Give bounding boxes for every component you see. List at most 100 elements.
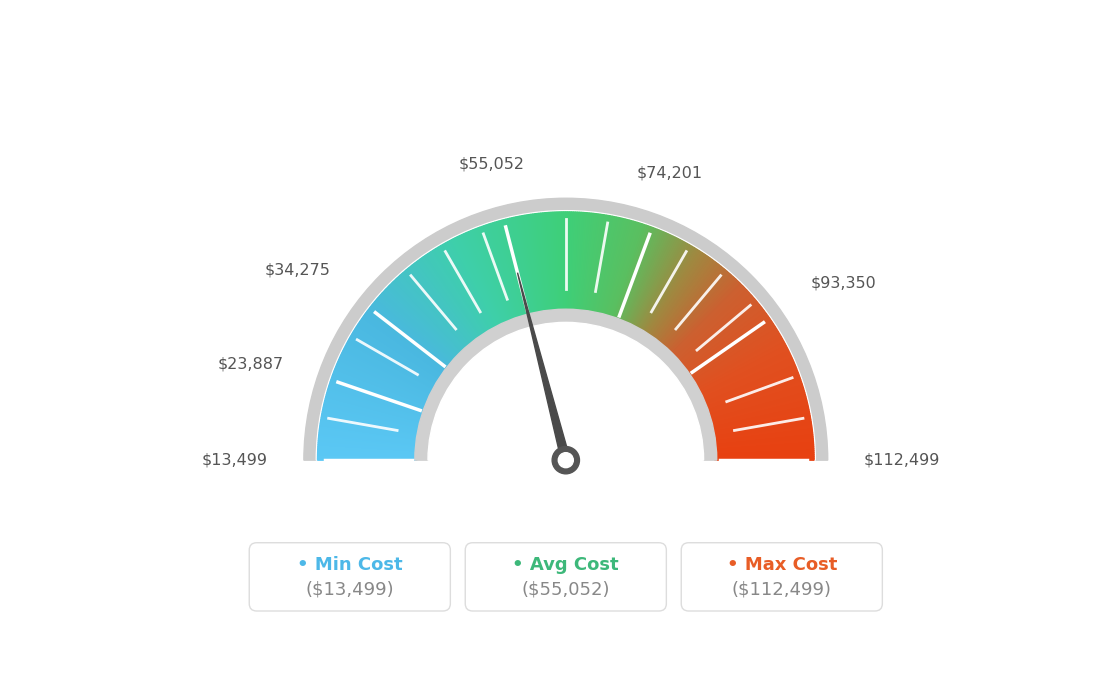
Wedge shape — [617, 227, 654, 321]
Wedge shape — [640, 246, 692, 332]
Wedge shape — [340, 355, 431, 398]
Wedge shape — [350, 335, 437, 386]
Wedge shape — [699, 348, 788, 393]
Wedge shape — [664, 273, 730, 348]
Wedge shape — [701, 358, 793, 400]
Wedge shape — [506, 219, 531, 315]
Wedge shape — [322, 408, 421, 430]
Wedge shape — [445, 243, 493, 331]
Wedge shape — [704, 367, 797, 405]
Wedge shape — [343, 349, 433, 395]
Wedge shape — [338, 359, 429, 401]
Wedge shape — [669, 281, 739, 353]
Wedge shape — [691, 326, 775, 380]
Wedge shape — [710, 400, 807, 426]
Wedge shape — [655, 260, 715, 341]
Wedge shape — [323, 406, 421, 428]
Wedge shape — [443, 244, 493, 331]
Text: $34,275: $34,275 — [265, 263, 330, 277]
Wedge shape — [560, 212, 563, 311]
Wedge shape — [693, 332, 779, 384]
Text: $112,499: $112,499 — [863, 453, 941, 468]
Wedge shape — [665, 274, 732, 349]
Wedge shape — [386, 288, 459, 357]
Wedge shape — [656, 262, 716, 342]
Wedge shape — [432, 250, 486, 335]
Wedge shape — [340, 356, 431, 399]
Wedge shape — [707, 380, 802, 413]
Wedge shape — [318, 454, 417, 458]
Wedge shape — [411, 265, 474, 344]
Wedge shape — [556, 212, 561, 311]
Wedge shape — [667, 278, 735, 352]
Wedge shape — [713, 422, 811, 438]
Wedge shape — [375, 299, 453, 364]
Wedge shape — [564, 212, 565, 311]
FancyBboxPatch shape — [681, 543, 882, 611]
Wedge shape — [379, 296, 454, 362]
Wedge shape — [714, 433, 813, 445]
Wedge shape — [466, 233, 507, 324]
Wedge shape — [616, 226, 651, 320]
Wedge shape — [318, 443, 417, 451]
Wedge shape — [367, 311, 447, 372]
Wedge shape — [396, 278, 465, 352]
Wedge shape — [546, 213, 555, 312]
Wedge shape — [712, 413, 810, 433]
Wedge shape — [434, 248, 488, 334]
Text: • Min Cost: • Min Cost — [297, 556, 403, 574]
Wedge shape — [624, 232, 665, 324]
Wedge shape — [323, 404, 421, 428]
Wedge shape — [370, 306, 449, 369]
Wedge shape — [705, 374, 799, 410]
Wedge shape — [449, 240, 497, 328]
Wedge shape — [650, 256, 709, 338]
Wedge shape — [573, 213, 580, 311]
Wedge shape — [469, 230, 509, 323]
Wedge shape — [613, 225, 646, 319]
Wedge shape — [510, 218, 533, 315]
Wedge shape — [318, 458, 417, 460]
Wedge shape — [714, 437, 814, 447]
Wedge shape — [429, 252, 485, 335]
Wedge shape — [682, 306, 762, 369]
Wedge shape — [348, 339, 436, 388]
Wedge shape — [615, 226, 650, 320]
Wedge shape — [337, 364, 428, 403]
Wedge shape — [644, 248, 698, 334]
Wedge shape — [710, 397, 806, 423]
FancyBboxPatch shape — [465, 543, 667, 611]
Wedge shape — [343, 348, 433, 393]
Wedge shape — [318, 441, 417, 450]
Wedge shape — [648, 253, 703, 336]
Wedge shape — [360, 321, 443, 377]
Wedge shape — [597, 217, 620, 315]
Wedge shape — [605, 221, 634, 317]
Wedge shape — [320, 425, 418, 440]
Wedge shape — [629, 235, 673, 326]
Wedge shape — [352, 332, 438, 384]
Wedge shape — [318, 453, 417, 457]
Wedge shape — [684, 310, 764, 371]
Wedge shape — [713, 429, 813, 443]
Wedge shape — [704, 371, 798, 408]
Wedge shape — [376, 297, 454, 364]
Wedge shape — [433, 250, 487, 335]
Wedge shape — [537, 213, 550, 313]
Wedge shape — [678, 297, 755, 364]
Wedge shape — [476, 228, 513, 322]
Wedge shape — [478, 227, 514, 321]
Wedge shape — [497, 221, 526, 317]
Wedge shape — [491, 223, 522, 318]
Wedge shape — [373, 302, 452, 366]
Text: ($112,499): ($112,499) — [732, 581, 831, 599]
Wedge shape — [339, 358, 431, 400]
Wedge shape — [696, 339, 784, 388]
Wedge shape — [574, 213, 582, 311]
Wedge shape — [682, 305, 761, 368]
Wedge shape — [323, 402, 421, 426]
Text: ($13,499): ($13,499) — [306, 581, 394, 599]
Wedge shape — [691, 327, 776, 382]
Wedge shape — [648, 254, 705, 337]
Wedge shape — [404, 270, 470, 347]
